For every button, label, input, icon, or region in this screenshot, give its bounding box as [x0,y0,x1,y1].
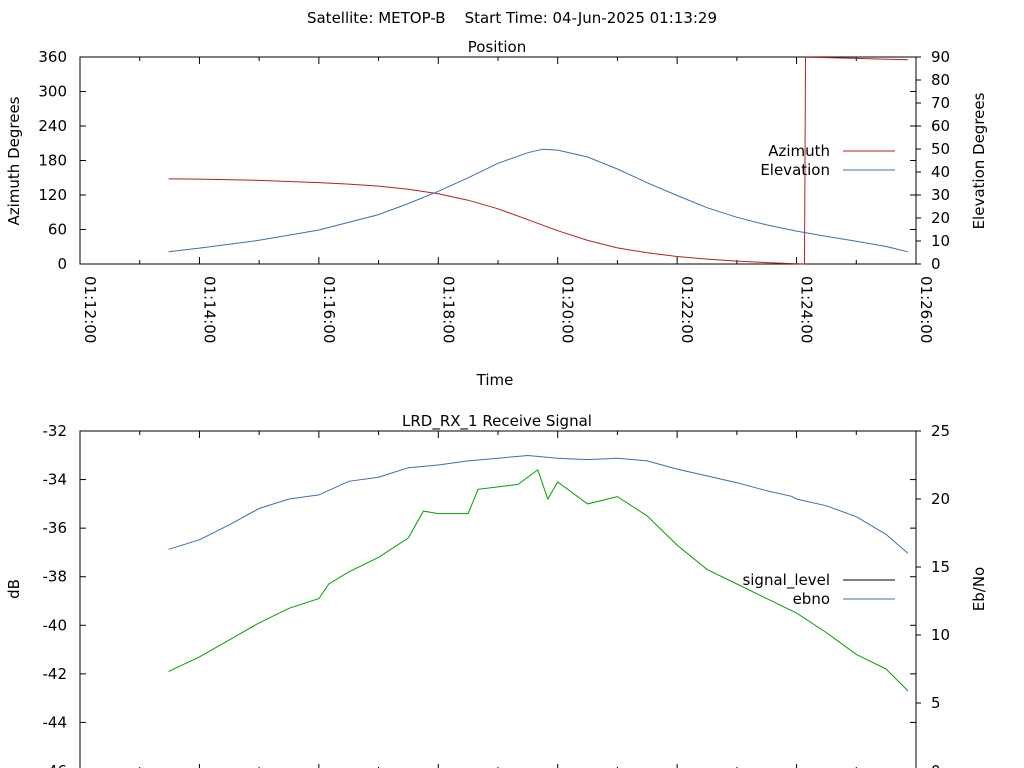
position-x-tick-label: 01:26:00 [917,276,935,343]
position-x-tick-label: 01:12:00 [81,276,99,343]
position-chart-title: Position [468,38,526,56]
signal-y2-tick-label: 20 [931,490,950,508]
signal-series-ebno-line [168,454,909,554]
position-chart: Position 0 60 120 180 240 300 360 0 10 20 30 40 50 6… [5,38,988,389]
signal-y-tick-label: -44 [43,713,68,731]
position-y-tick-label: 360 [38,48,67,66]
signal-series-signal-level-line [168,469,909,692]
signal-y2-tick-label: 0 [931,762,941,768]
position-x-tick-label: 01:16:00 [320,276,338,343]
position-y2-tick-label: 80 [931,71,950,89]
legend-ebno-label: ebno [793,590,830,608]
position-y-tick-label: 180 [38,152,67,170]
legend-signal-level-label: signal_level [742,571,830,590]
position-y-tick-label: 240 [38,117,67,135]
position-x-tick-label: 01:14:00 [200,276,218,343]
position-y2-tick-label: 40 [931,163,950,181]
position-y-tick-label: 120 [38,186,67,204]
position-y2-tick-label: 70 [931,94,950,112]
signal-y-tick-label: -46 [43,762,68,768]
position-y-tick-label: 300 [38,83,67,101]
position-y2-tick-label: 50 [931,140,950,158]
position-y2-tick-label: 90 [931,48,950,66]
signal-y2-axis-label: Eb/No [970,567,988,611]
position-y2-tick-label: 30 [931,186,950,204]
position-y2-tick-label: 10 [931,232,950,250]
position-series-elevation-line [168,148,909,253]
position-y-tick-label: 0 [57,255,67,273]
signal-legend: signal_level ebno [742,571,895,608]
signal-y-tick-label: -36 [43,519,68,537]
position-y2-tick-label: 60 [931,117,950,135]
signal-y-tick-label: -40 [43,616,68,634]
position-y-tick-label: 60 [48,221,67,239]
page-title: Satellite: METOP-B Start Time: 04-Jun-20… [307,9,717,27]
signal-y-tick-label: -38 [43,568,68,586]
signal-plot-area [79,430,917,768]
signal-y2-tick-label: 25 [931,422,950,440]
signal-y2-tick-label: 10 [931,626,950,644]
signal-chart: LRD_RX_1 Receive Signal -46 -44 -42 -40 -38 -… [5,412,988,768]
signal-y2-tick-label: 5 [931,694,941,712]
position-series-azimuth-line [168,56,909,265]
position-x-tick-label: 01:18:00 [439,276,457,343]
signal-y-tick-label: -42 [43,665,68,683]
signal-y-axis-label: dB [5,579,23,599]
position-x-tick-label: 01:24:00 [798,276,816,343]
position-y2-axis-label: Elevation Degrees [970,92,988,229]
position-y2-tick-label: 20 [931,209,950,227]
signal-chart-title: LRD_RX_1 Receive Signal [402,412,592,431]
position-x-axis-label: Time [476,371,514,389]
signal-y2-tick-label: 15 [931,558,950,576]
position-x-tick-label: 01:20:00 [559,276,577,343]
position-x-tick-label: 01:22:00 [678,276,696,343]
legend-elevation-label: Elevation [760,161,830,179]
position-y2-tick-label: 0 [931,255,941,273]
position-legend: Azimuth Elevation [760,142,895,179]
signal-y-tick-label: -32 [43,422,68,440]
signal-y-tick-label: -34 [43,471,68,489]
legend-azimuth-label: Azimuth [768,142,830,160]
position-y-axis-label: Azimuth Degrees [5,96,23,225]
